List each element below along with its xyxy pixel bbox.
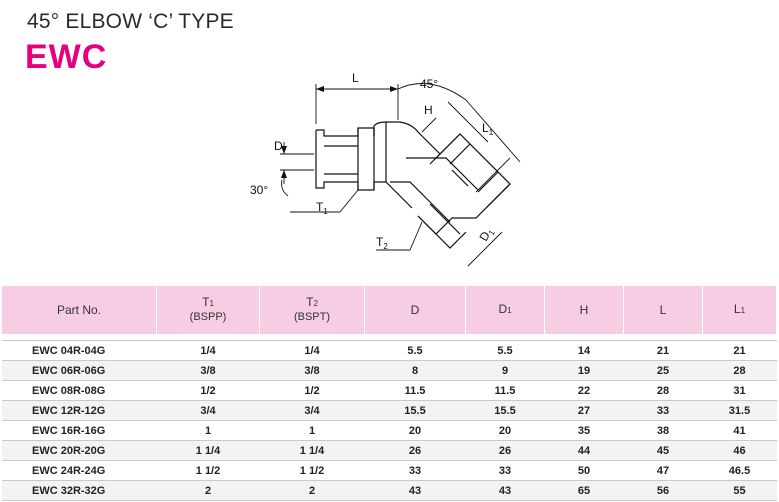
dim-label-l: L [352,71,359,85]
cell-l1: 28 [702,360,777,381]
cell-l1: 21 [702,340,777,361]
cell-d: 15.5 [364,400,466,421]
cell-t1: 1/2 [156,380,260,401]
product-title: 45° ELBOW ‘C’ TYPE [27,10,234,33]
cell-part-no: EWC 06R-06G [2,360,157,381]
cell-t1: 2 [156,480,260,501]
cell-h: 50 [544,460,624,481]
cell-h: 35 [544,420,624,441]
col-header-t2: T2 (BSPT) [259,286,365,334]
cell-l: 56 [623,480,703,501]
cell-d: 5.5 [364,340,466,361]
cell-d: 33 [364,460,466,481]
cell-part-no: EWC 20R-20G [2,440,157,461]
cell-l1: 31 [702,380,777,401]
dim-label-l1: L1 [482,121,494,137]
cell-d1: 20 [465,420,545,441]
cell-d1: 33 [465,460,545,481]
cell-d1: 9 [465,360,545,381]
cell-l1: 55 [702,480,777,501]
cell-t1: 1 1/4 [156,440,260,461]
cell-l: 45 [623,440,703,461]
cell-h: 44 [544,440,624,461]
cell-part-no: EWC 32R-32G [2,480,157,501]
cell-d1: 26 [465,440,545,461]
cell-l: 25 [623,360,703,381]
cell-d: 11.5 [364,380,466,401]
table-row: EWC 16R-16G 1 1 20 20 35 38 41 [2,420,777,441]
product-code: EWC [25,38,108,76]
cell-d: 26 [364,440,466,461]
dim-label-angle45: 45° [420,77,438,91]
cell-d: 20 [364,420,466,441]
cell-t1: 1 [156,420,260,441]
dim-label-d: D [274,139,283,153]
cell-d: 8 [364,360,466,381]
col-header-t1: T1 (BSPP) [156,286,260,334]
cell-d1: 11.5 [465,380,545,401]
table-row: EWC 24R-24G 1 1/2 1 1/2 33 33 50 47 46.5 [2,460,777,481]
cell-part-no: EWC 24R-24G [2,460,157,481]
table-header-row: Part No. T1 (BSPP) T2 (BSPT) D D1 H L L1 [2,286,777,334]
cell-t2: 1 1/2 [259,460,365,481]
cell-l: 38 [623,420,703,441]
cell-h: 22 [544,380,624,401]
elbow-fitting-drawing: L 45° H L1 D 30° T1 T2 D1 [250,71,521,267]
cell-l1: 41 [702,420,777,441]
cell-d1: 43 [465,480,545,501]
cell-l1: 31.5 [702,400,777,421]
col-header-part-no: Part No. [2,286,157,334]
table-row: EWC 08R-08G 1/2 1/2 11.5 11.5 22 28 31 [2,380,777,401]
cell-d1: 5.5 [465,340,545,361]
dim-label-h: H [424,103,433,117]
table-row: EWC 20R-20G 1 1/4 1 1/4 26 26 44 45 46 [2,440,777,461]
cell-d1: 15.5 [465,400,545,421]
cell-t1: 1 1/2 [156,460,260,481]
cell-part-no: EWC 12R-12G [2,400,157,421]
dim-label-angle30: 30° [250,183,268,197]
cell-t2: 1/4 [259,340,365,361]
cell-t2: 3/4 [259,400,365,421]
cell-part-no: EWC 04R-04G [2,340,157,361]
col-header-l1: L1 [702,286,777,334]
cell-part-no: EWC 08R-08G [2,380,157,401]
cell-h: 19 [544,360,624,381]
cell-t1: 3/4 [156,400,260,421]
col-header-d: D [364,286,466,334]
table-body: EWC 04R-04G 1/4 1/4 5.5 5.5 14 21 21 EWC 06R-06G… [2,334,777,501]
table-row: EWC 12R-12G 3/4 3/4 15.5 15.5 27 33 31.5 [2,400,777,421]
cell-part-no: EWC 16R-16G [2,420,157,441]
dim-label-d1: D1 [476,225,497,245]
cell-l1: 46.5 [702,460,777,481]
cell-l: 21 [623,340,703,361]
cell-d: 43 [364,480,466,501]
cell-l1: 46 [702,440,777,461]
col-header-d1: D1 [465,286,545,334]
dim-label-t1: T1 [316,200,328,216]
dim-label-t2: T2 [376,235,388,251]
table-row: EWC 32R-32G 2 2 43 43 65 56 55 [2,480,777,501]
cell-t1: 3/8 [156,360,260,381]
cell-t2: 1 [259,420,365,441]
specification-table: Part No. T1 (BSPP) T2 (BSPT) D D1 H L L1 E… [2,286,777,501]
cell-h: 27 [544,400,624,421]
cell-l: 28 [623,380,703,401]
cell-l: 33 [623,400,703,421]
cell-t1: 1/4 [156,340,260,361]
cell-t2: 3/8 [259,360,365,381]
table-row: EWC 06R-06G 3/8 3/8 8 9 19 25 28 [2,360,777,381]
col-header-h: H [544,286,624,334]
cell-h: 65 [544,480,624,501]
table-spacer-row [2,334,777,341]
cell-t2: 1/2 [259,380,365,401]
table-row: EWC 04R-04G 1/4 1/4 5.5 5.5 14 21 21 [2,340,777,361]
cell-h: 14 [544,340,624,361]
col-header-l: L [623,286,703,334]
cell-t2: 2 [259,480,365,501]
cell-t2: 1 1/4 [259,440,365,461]
cell-l: 47 [623,460,703,481]
